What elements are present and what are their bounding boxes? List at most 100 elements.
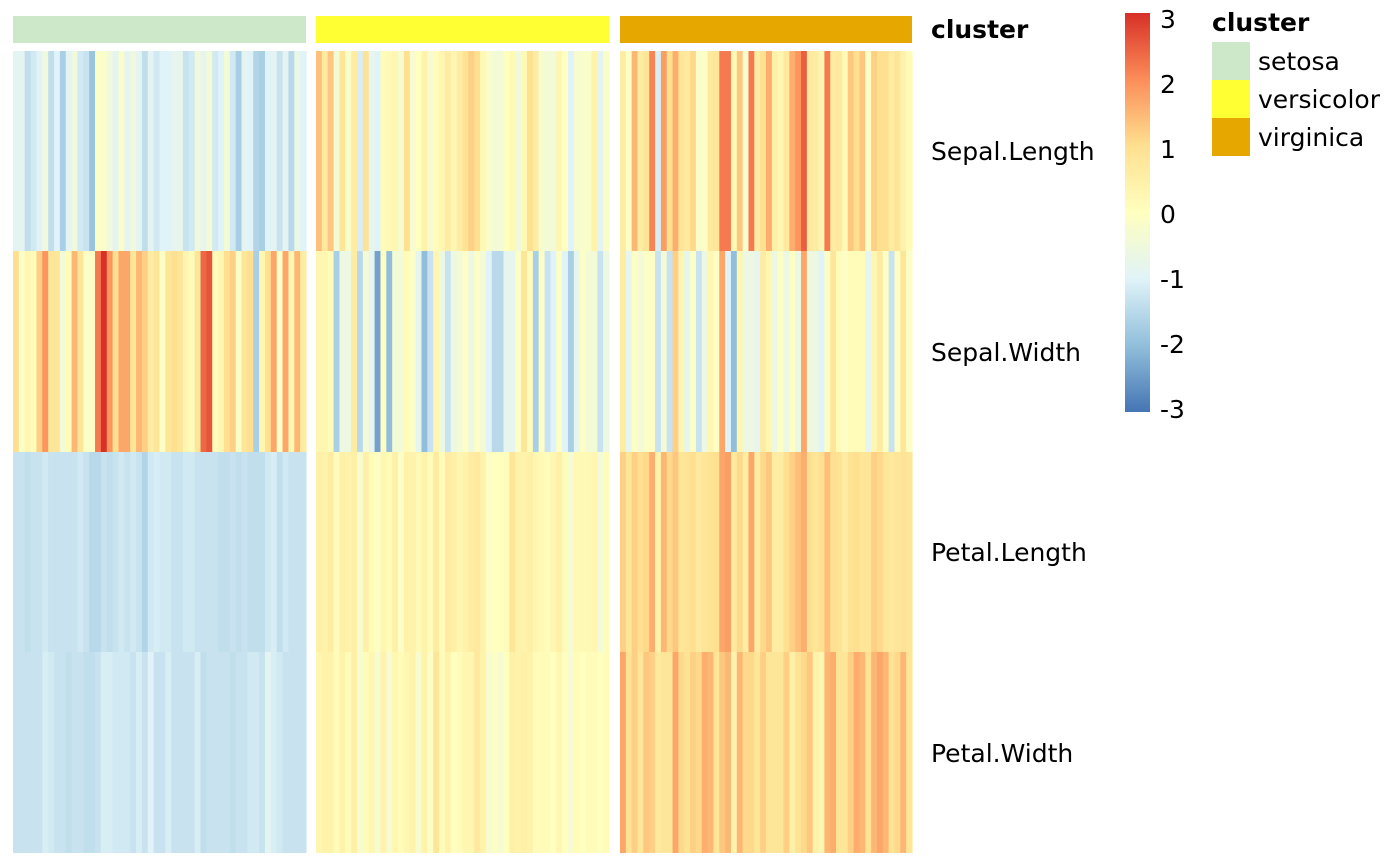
heatmap-cell [42, 251, 49, 452]
heatmap-cell [730, 652, 738, 853]
heatmap-cell [177, 452, 184, 652]
heatmap-cell [345, 51, 352, 251]
heatmap-cell [247, 652, 254, 853]
heatmap-cell [532, 452, 540, 652]
heatmap-cell [409, 652, 417, 853]
heatmap-cell [77, 652, 84, 853]
heatmap-cell [415, 652, 423, 853]
heatmap-cell [433, 452, 440, 652]
heatmap-cell [631, 652, 639, 853]
heatmap-cell [456, 452, 464, 652]
heatmap-cell [701, 452, 709, 652]
heatmap-cell [106, 452, 114, 652]
heatmap-cell [392, 452, 399, 652]
heatmap-cell [54, 251, 61, 452]
heatmap-cell [427, 452, 434, 652]
heatmap-cell [427, 652, 434, 853]
colorbar-tick-neg2: -2 [1160, 330, 1185, 359]
heatmap-cell [515, 652, 522, 853]
heatmap-cell [824, 51, 831, 251]
heatmap-cell [36, 652, 43, 853]
heatmap-cell [439, 51, 446, 251]
heatmap-cell [853, 452, 861, 652]
heatmap-cell [690, 452, 697, 652]
heatmap-cell [748, 652, 755, 853]
heatmap-cell [701, 51, 709, 251]
heatmap-cell [725, 452, 732, 652]
heatmap-cell [725, 652, 732, 853]
heatmap-cell [591, 652, 598, 853]
heatmap-cell [468, 652, 475, 853]
heatmap-cell [579, 51, 587, 251]
heatmap-cell [95, 652, 102, 853]
heatmap-cell [229, 652, 237, 853]
row-label-sepal-width: Sepal.Width [931, 338, 1081, 367]
heatmap-cell [853, 51, 861, 251]
heatmap-cell [742, 652, 750, 853]
heatmap-cell [509, 251, 516, 452]
heatmap-cell [678, 251, 685, 452]
heatmap-cell [136, 51, 143, 251]
heatmap-cell [118, 652, 125, 853]
heatmap-cell [89, 51, 96, 251]
heatmap-cell [462, 652, 469, 853]
heatmap-cell [666, 452, 674, 652]
heatmap-cell [130, 652, 137, 853]
heatmap-cell [229, 452, 237, 652]
heatmap-cell [403, 251, 411, 452]
row-label-petal-length: Petal.Length [931, 538, 1087, 567]
heatmap-cell [521, 652, 528, 853]
heatmap-cell [30, 51, 38, 251]
heatmap-cell [871, 51, 878, 251]
heatmap-cell [241, 452, 248, 652]
heatmap-cell [444, 652, 452, 853]
annotation-title: cluster [931, 15, 1029, 44]
heatmap-cell [643, 652, 650, 853]
heatmap-cell [206, 251, 213, 452]
heatmap-cell [415, 452, 423, 652]
heatmap-cell [830, 652, 837, 853]
heatmap-cell [672, 452, 679, 652]
heatmap-cell [24, 452, 32, 652]
heatmap-cell [795, 251, 802, 452]
heatmap-cell [282, 652, 290, 853]
heatmap-cell [655, 251, 662, 452]
heatmap-cell [218, 652, 225, 853]
heatmap-cell [783, 51, 790, 251]
heatmap-cell [538, 652, 546, 853]
heatmap-cell [368, 652, 376, 853]
heatmap-cell [643, 251, 650, 452]
heatmap-cell [853, 251, 861, 452]
heatmap-cell [194, 452, 202, 652]
heatmap-cell [409, 51, 417, 251]
heatmap-cell [339, 251, 346, 452]
heatmap-cell [153, 251, 161, 452]
legend-label-setosa: setosa [1258, 47, 1340, 76]
heatmap-cell [666, 652, 674, 853]
heatmap-cell [141, 251, 149, 452]
heatmap-cell [288, 251, 295, 452]
heatmap-cell [386, 452, 393, 652]
heatmap-cell [212, 51, 219, 251]
heatmap-cell [766, 251, 773, 452]
heatmap-cell [212, 652, 219, 853]
heatmap-cell [71, 51, 79, 251]
heatmap-cell [264, 251, 272, 452]
heatmap-cell [200, 251, 207, 452]
heatmap-cell [730, 452, 738, 652]
heatmap-cell [182, 652, 190, 853]
heatmap-cell [801, 251, 808, 452]
heatmap-cell [264, 652, 272, 853]
heatmap-cell [30, 652, 38, 853]
heatmap-cell [118, 452, 125, 652]
heatmap-cell [888, 652, 896, 853]
heatmap-cell [433, 652, 440, 853]
heatmap-cell [182, 251, 190, 452]
heatmap-cell [59, 251, 67, 452]
heatmap-cell [65, 51, 73, 251]
heatmap-cell [316, 51, 323, 251]
heatmap-cell [159, 51, 166, 251]
heatmap-cell [48, 51, 55, 251]
heatmap-cell [766, 51, 773, 251]
heatmap-cell [491, 51, 499, 251]
